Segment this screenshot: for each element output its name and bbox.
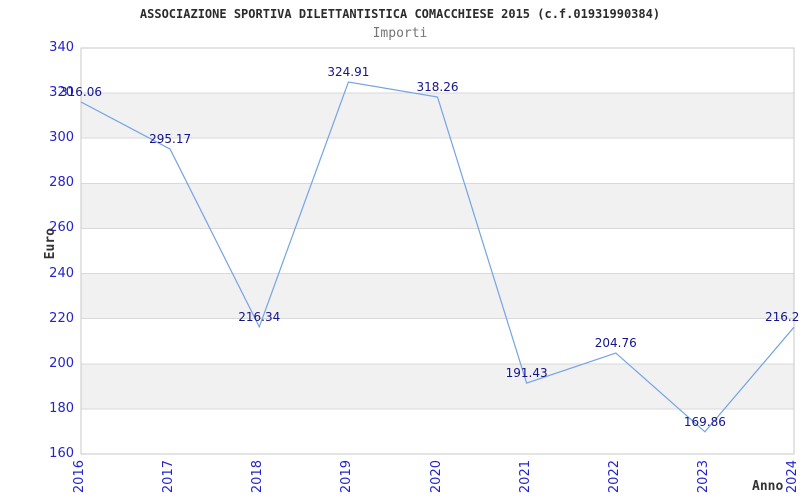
- data-label: 191.43: [505, 366, 548, 381]
- y-tick-label: 320: [49, 85, 74, 101]
- data-label: 169.86: [683, 414, 726, 429]
- series-line: [80, 81, 795, 433]
- y-tick-label: 300: [49, 130, 74, 146]
- x-axis-title: Anno: [752, 479, 784, 494]
- y-tick-label: 280: [49, 175, 74, 191]
- x-tick-label: 2016: [72, 460, 87, 494]
- data-label: 216.2: [765, 310, 800, 325]
- background-band: [81, 93, 794, 139]
- y-tick-label: 180: [49, 400, 74, 416]
- y-tick-label: 220: [49, 310, 74, 326]
- x-tick-label: 2021: [517, 460, 533, 494]
- x-tick-label: 2022: [606, 460, 622, 494]
- x-tick-label: 2018: [250, 460, 266, 494]
- data-label: 204.76: [594, 336, 637, 351]
- chart-title: ASSOCIAZIONE SPORTIVA DILETTANTISTICA CO…: [139, 7, 661, 21]
- background-band: [81, 363, 794, 409]
- x-tick-label: 2017: [161, 460, 177, 494]
- data-label: 324.91: [327, 65, 370, 80]
- x-tick-label: 2020: [428, 460, 444, 494]
- y-tick-label: 340: [49, 40, 74, 55]
- data-label: 216.34: [238, 309, 281, 324]
- x-tick-label: 2023: [695, 460, 711, 494]
- data-label: 318.26: [416, 80, 459, 95]
- y-tick-label: 240: [49, 265, 74, 281]
- data-label: 316.06: [60, 84, 102, 99]
- background-band: [81, 273, 794, 319]
- y-tick-label: 200: [49, 355, 74, 371]
- y-tick-label: 260: [49, 220, 74, 236]
- data-label: 295.17: [149, 132, 192, 147]
- x-tick-label: 2019: [339, 460, 355, 494]
- x-tick-label: 2024: [785, 460, 800, 494]
- plot-border: [80, 47, 795, 455]
- y-axis-title: Euro: [43, 228, 58, 260]
- chart-subtitle: Importi: [372, 26, 428, 41]
- background-band: [81, 183, 794, 229]
- y-tick-label: 160: [49, 446, 74, 461]
